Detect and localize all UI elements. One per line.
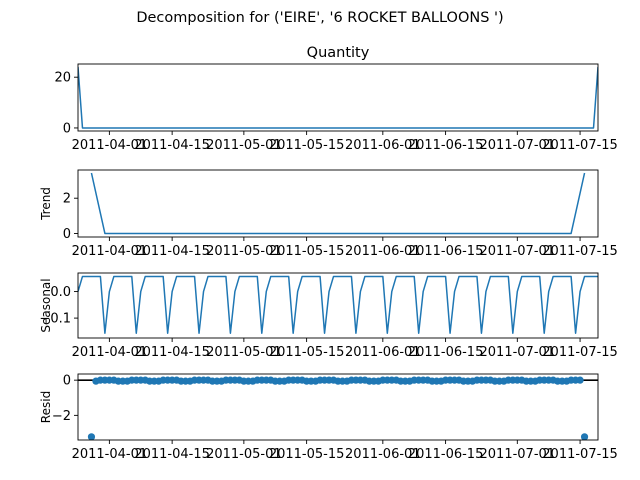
- resid-point: [576, 376, 584, 384]
- x-tick-label: 2011-07-01: [480, 447, 556, 462]
- x-tick-label: 2011-07-15: [542, 345, 618, 360]
- x-tick-label: 2011-04-15: [134, 138, 210, 153]
- x-tick-label: 2011-05-15: [269, 138, 345, 153]
- x-tick-label: 2011-06-15: [408, 345, 484, 360]
- y-tick-label: 0.0: [50, 285, 71, 300]
- x-tick-label: 2011-06-15: [408, 447, 484, 462]
- subplot-title: Quantity: [307, 45, 370, 61]
- x-tick-label: 2011-05-01: [206, 447, 282, 462]
- x-tick-label: 2011-06-15: [408, 138, 484, 153]
- plot-area: [78, 66, 598, 129]
- y-tick-label: 20: [54, 71, 71, 86]
- y-axis-label: Trend: [39, 187, 53, 221]
- plot-area: [78, 376, 598, 440]
- x-tick-label: 2011-05-15: [269, 244, 345, 259]
- x-tick-label: 2011-07-01: [480, 345, 556, 360]
- x-tick-label: 2011-06-01: [345, 244, 421, 259]
- y-tick-label: −2: [52, 409, 71, 424]
- y-tick-label: 0: [63, 121, 71, 136]
- x-tick-label: 2011-05-15: [269, 345, 345, 360]
- x-tick-label: 2011-07-15: [542, 138, 618, 153]
- subplot-0: Quantity 0 20 2011-04-012011-04-152011-05-0…: [54, 45, 617, 153]
- y-tick-label: 0: [63, 227, 71, 242]
- subplot-panels: Quantity0202011-04-012011-04-152011-05-0…: [39, 45, 618, 462]
- subplot-2: Seasonal0.0−0.12011-04-012011-04-152011-…: [39, 272, 618, 360]
- x-tick-label: 2011-04-01: [72, 244, 148, 259]
- x-tick-label: 2011-05-15: [269, 447, 345, 462]
- x-tick-label: 2011-04-01: [72, 447, 148, 462]
- axes-frame: [77, 169, 599, 238]
- x-tick-label: 2011-06-01: [345, 447, 421, 462]
- plot-area: [90, 172, 586, 235]
- plot-area: [78, 275, 598, 334]
- x-tick-label: 2011-04-15: [134, 244, 210, 259]
- subplot-3: Resid0−22011-04-012011-04-152011-05-0120…: [39, 373, 618, 462]
- seasonal-line: [78, 275, 598, 334]
- resid-point: [580, 433, 589, 440]
- x-tick-label: 2011-07-01: [480, 244, 556, 259]
- x-tick-label: 2011-07-15: [542, 244, 618, 259]
- x-tick-label: 2011-05-01: [206, 244, 282, 259]
- y-axis-label: Resid: [39, 391, 53, 423]
- figure-suptitle: Decomposition for ('EIRE', '6 ROCKET BAL…: [136, 10, 503, 26]
- x-tick-label: 2011-04-01: [72, 345, 148, 360]
- x-tick-label: 2011-04-01: [72, 138, 148, 153]
- subplot-1: Trend022011-04-012011-04-152011-05-01201…: [39, 169, 618, 259]
- series-line: [78, 66, 598, 129]
- x-tick-label: 2011-04-15: [134, 345, 210, 360]
- axes-frame: [77, 272, 599, 339]
- y-tick-label: −0.1: [39, 312, 71, 327]
- y-tick-label: 0: [63, 374, 71, 389]
- x-tick-label: 2011-05-01: [206, 138, 282, 153]
- y-axis-label: Seasonal: [39, 278, 53, 332]
- axes-frame: [77, 373, 599, 441]
- x-tick-label: 2011-04-15: [134, 447, 210, 462]
- x-tick-label: 2011-07-15: [542, 447, 618, 462]
- series-line: [90, 172, 586, 235]
- x-tick-label: 2011-07-01: [480, 138, 556, 153]
- y-tick-label: 2: [63, 192, 71, 207]
- x-tick-label: 2011-05-01: [206, 345, 282, 360]
- x-tick-label: 2011-06-01: [345, 345, 421, 360]
- resid-point: [87, 433, 96, 440]
- x-tick-label: 2011-06-01: [345, 138, 421, 153]
- x-tick-label: 2011-06-15: [408, 244, 484, 259]
- axes-frame: [77, 63, 599, 132]
